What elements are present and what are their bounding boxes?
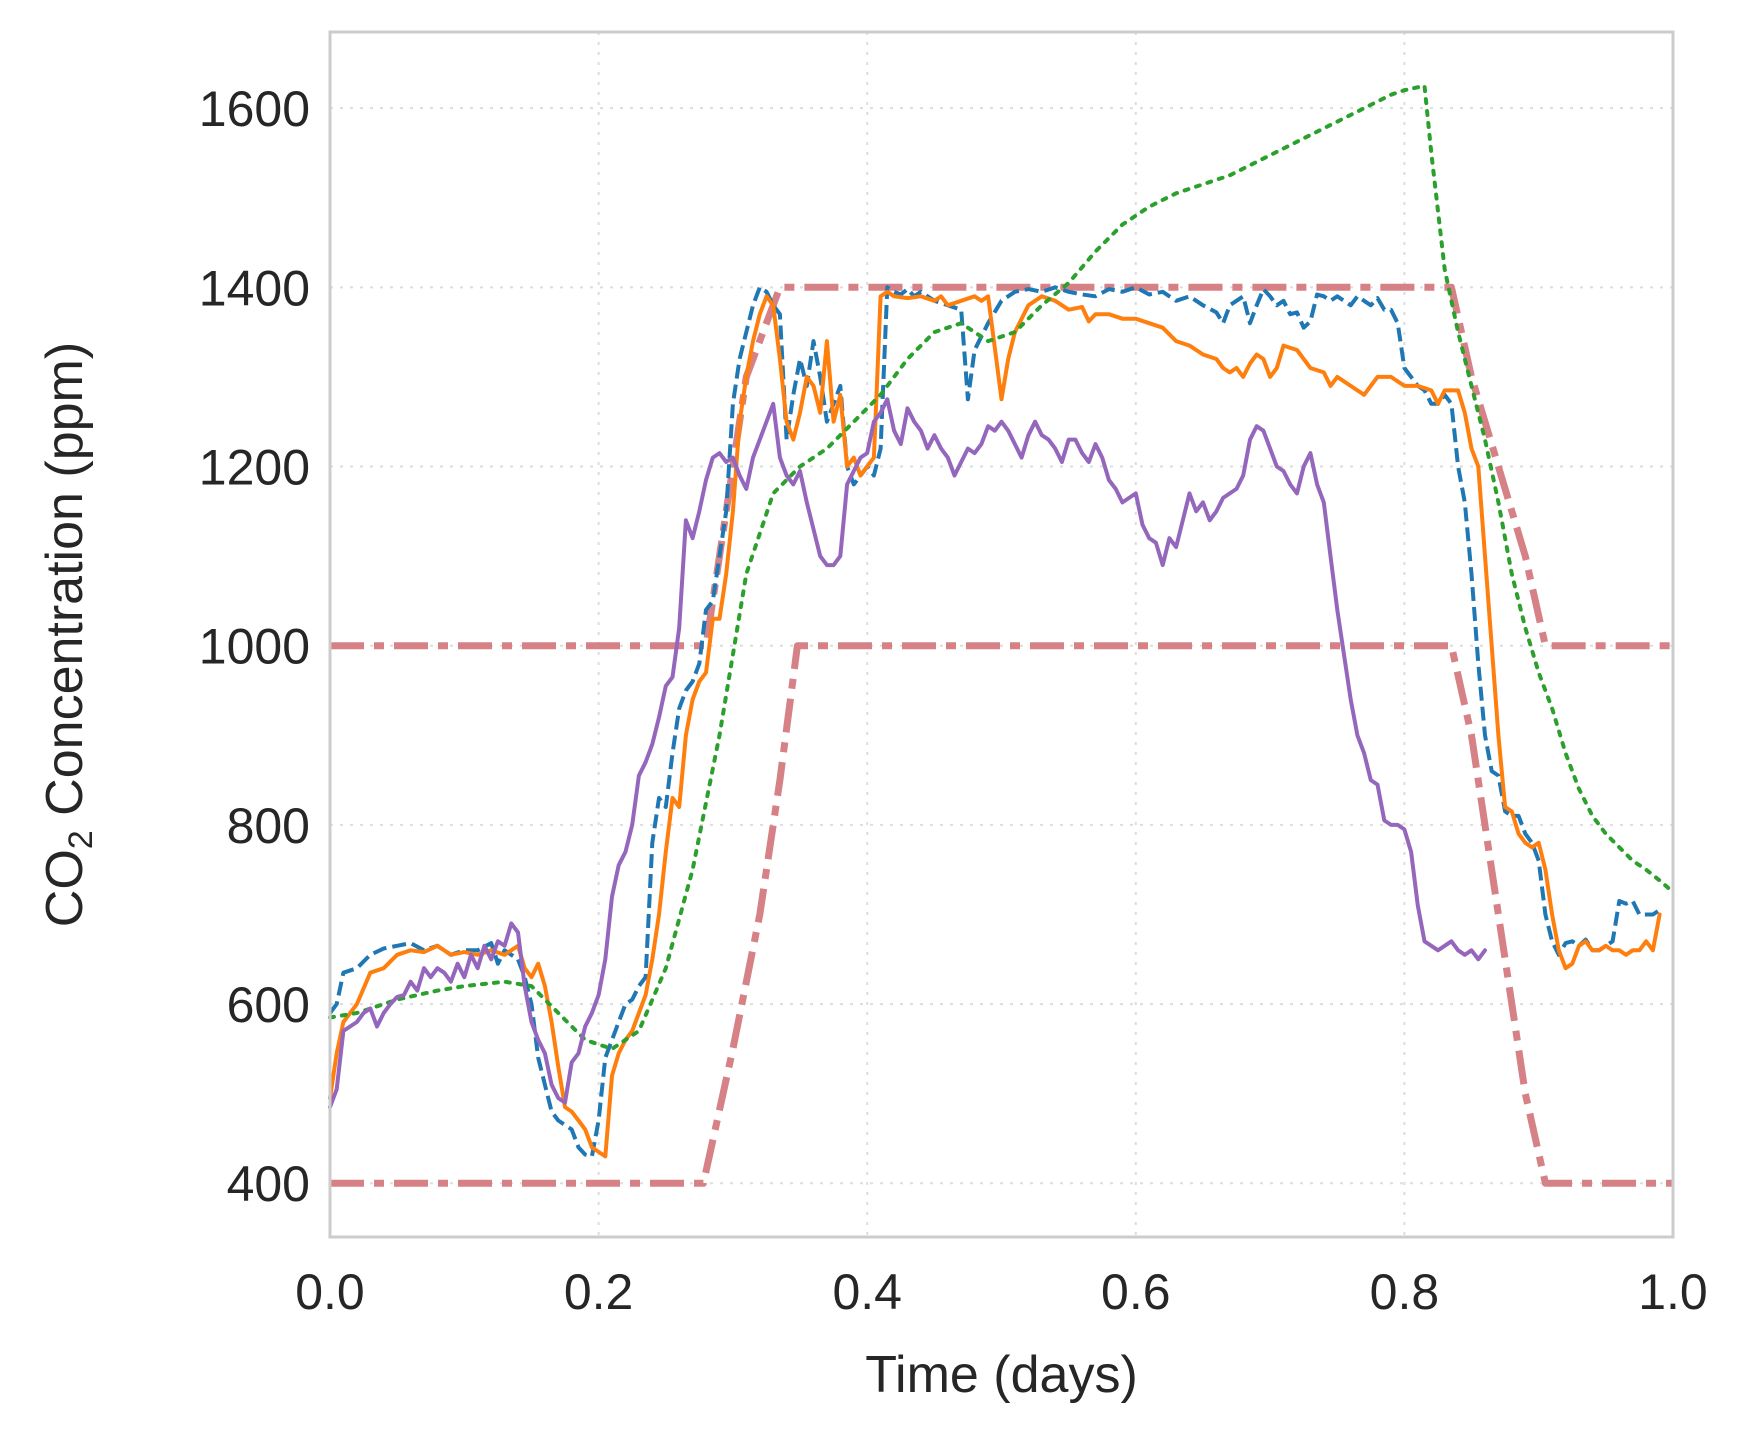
x-tick-label: 0.0 bbox=[295, 1264, 365, 1320]
x-tick-labels: 0.0 0.2 0.4 0.6 0.8 1.0 bbox=[295, 1264, 1708, 1320]
plot-frame bbox=[328, 30, 1675, 1239]
y-tick-label: 600 bbox=[227, 977, 310, 1033]
series-line-purple bbox=[328, 397, 1487, 1110]
x-tick-label: 1.0 bbox=[1638, 1264, 1708, 1320]
y-axis-label-prefix: CO bbox=[36, 849, 94, 927]
y-tick-label: 1600 bbox=[199, 81, 310, 137]
x-tick-label: 0.6 bbox=[1101, 1264, 1171, 1320]
series-line-lower-bound bbox=[330, 642, 1673, 1187]
series-line-orange bbox=[328, 289, 1662, 1159]
series-line-blue bbox=[328, 285, 1661, 1159]
x-tick-label: 0.8 bbox=[1370, 1264, 1440, 1320]
y-axis-label: CO2 Concentration (ppm) bbox=[36, 342, 100, 927]
x-tick-label: 0.4 bbox=[832, 1264, 902, 1320]
series-line-green bbox=[328, 83, 1675, 1051]
y-tick-label: 1000 bbox=[199, 619, 310, 675]
y-tick-label: 800 bbox=[227, 798, 310, 854]
y-axis-label-subscript: 2 bbox=[62, 830, 100, 849]
y-tick-label: 1200 bbox=[199, 440, 310, 496]
y-axis-label-suffix: Concentration (ppm) bbox=[36, 342, 94, 830]
x-axis-label: Time (days) bbox=[865, 1346, 1138, 1404]
y-tick-labels: 400 600 800 1000 1200 1400 1600 bbox=[199, 81, 310, 1212]
series-group bbox=[328, 83, 1675, 1187]
x-tick-label: 0.2 bbox=[564, 1264, 634, 1320]
y-tick-label: 1400 bbox=[199, 260, 310, 316]
y-tick-label: 400 bbox=[227, 1156, 310, 1212]
